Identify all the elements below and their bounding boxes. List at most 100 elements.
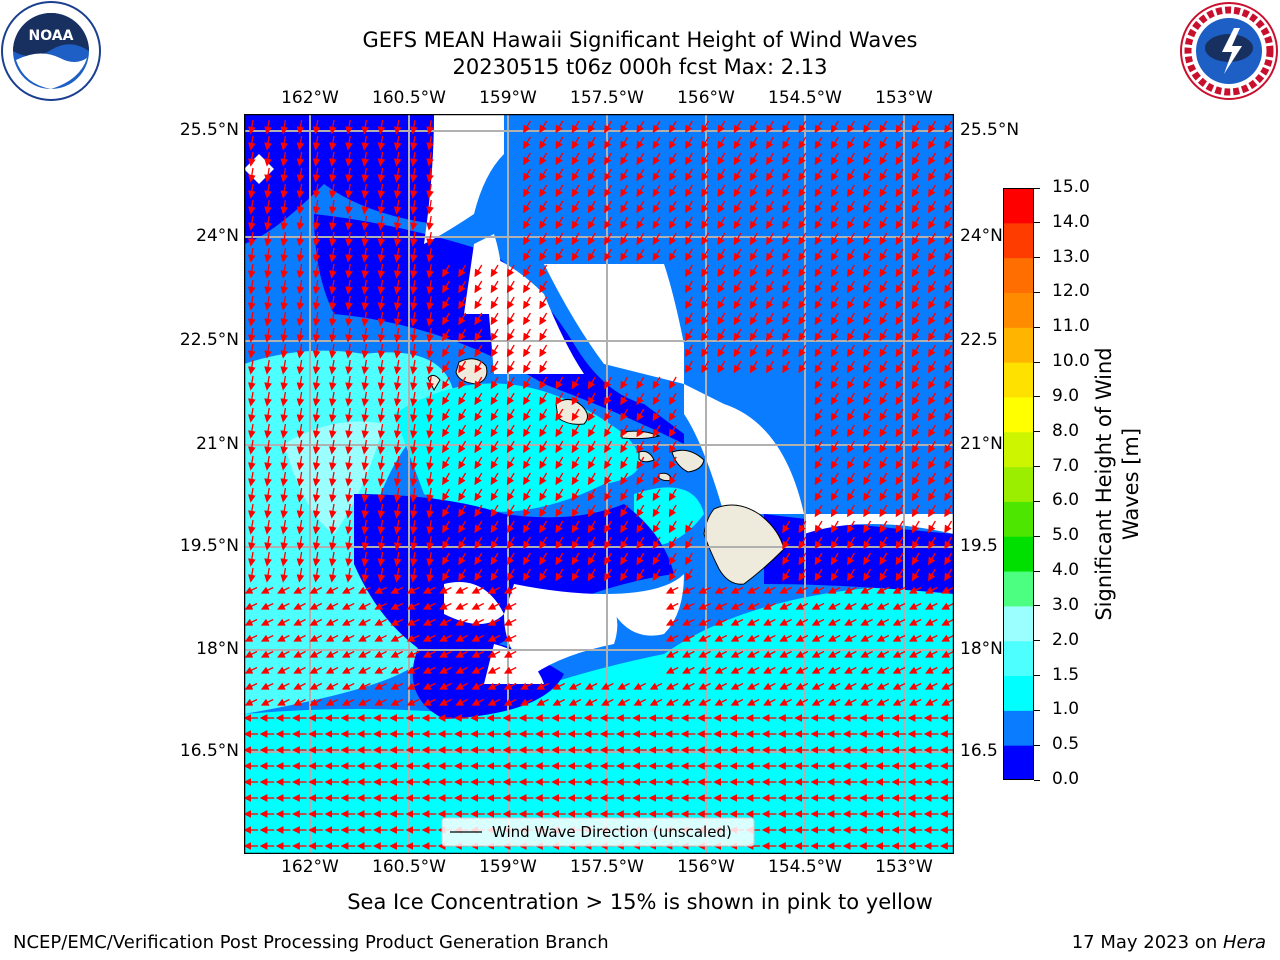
wave-direction-arrow	[911, 248, 920, 262]
wave-direction-arrow	[652, 184, 661, 198]
wave-direction-arrow	[814, 168, 823, 182]
wave-direction-arrow	[879, 344, 888, 358]
colorbar-segment	[1003, 292, 1034, 328]
wave-direction-arrow	[863, 376, 872, 390]
wave-direction-arrow	[782, 216, 791, 230]
wave-direction-arrow	[895, 392, 904, 406]
colorbar-tick-label: 14.0	[1052, 211, 1090, 232]
wave-direction-arrow	[830, 360, 839, 374]
wave-direction-arrow	[685, 248, 693, 262]
wave-direction-arrow	[847, 328, 855, 342]
wave-direction-arrow	[830, 392, 839, 406]
lat-tick-right: 16.5	[960, 741, 998, 761]
lon-tick-top: 160.5°W	[372, 88, 446, 108]
wave-direction-arrow	[928, 200, 936, 214]
wave-direction-arrow	[717, 248, 726, 262]
wave-direction-arrow	[329, 391, 337, 407]
wave-direction-arrow	[410, 247, 418, 263]
lon-tick-bottom: 153°W	[875, 857, 933, 877]
wave-direction-arrow	[814, 248, 823, 262]
wave-direction-arrow	[442, 392, 450, 406]
wave-direction-arrow	[830, 296, 839, 310]
wave-direction-arrow	[539, 200, 548, 214]
wave-direction-arrow	[426, 231, 434, 247]
colorbar-tick-label: 6.0	[1052, 490, 1080, 511]
wave-direction-arrow	[506, 376, 515, 390]
wave-direction-arrow	[717, 296, 726, 310]
colorbar-tick-label: 9.0	[1052, 385, 1080, 406]
wave-direction-arrow	[539, 296, 548, 310]
wave-direction-arrow	[312, 167, 321, 183]
wave-direction-arrow	[830, 280, 839, 294]
wave-direction-arrow	[361, 135, 370, 151]
wave-direction-arrow	[944, 344, 953, 358]
wave-direction-arrow	[280, 167, 289, 183]
wave-direction-arrow	[701, 200, 710, 214]
wave-direction-arrow	[474, 392, 483, 406]
colorbar-segment	[1003, 571, 1034, 607]
wave-direction-arrow	[312, 343, 321, 359]
wave-direction-arrow	[539, 280, 548, 294]
wave-direction-arrow	[928, 328, 936, 342]
wave-direction-arrow	[490, 296, 499, 310]
wave-direction-arrow	[539, 184, 548, 198]
wave-direction-arrow	[830, 120, 839, 134]
wave-direction-arrow	[830, 184, 839, 198]
wave-direction-arrow	[377, 183, 386, 199]
wave-direction-arrow	[458, 328, 467, 342]
wave-direction-arrow	[830, 216, 839, 230]
wave-direction-arrow	[393, 183, 402, 199]
wave-direction-arrow	[571, 232, 580, 246]
wave-direction-arrow	[928, 264, 936, 278]
colorbar-tick-label: 3.0	[1052, 594, 1080, 615]
wave-direction-arrow	[879, 120, 888, 134]
wave-direction-arrow	[345, 183, 353, 199]
wave-direction-arrow	[587, 408, 596, 422]
wave-direction-arrow	[410, 119, 418, 135]
wave-direction-arrow	[393, 263, 402, 279]
wave-direction-arrow	[377, 311, 386, 327]
wave-direction-arrow	[717, 216, 726, 230]
wave-direction-arrow	[361, 295, 370, 311]
wave-direction-arrow	[393, 327, 402, 343]
wave-direction-arrow	[685, 120, 693, 134]
wave-direction-arrow	[474, 408, 483, 422]
wave-direction-arrow	[782, 168, 791, 182]
nws-logo	[1178, 0, 1280, 102]
wave-direction-arrow	[458, 312, 467, 326]
wave-direction-arrow	[944, 136, 953, 150]
wave-direction-arrow	[749, 296, 758, 310]
wave-direction-arrow	[248, 119, 256, 135]
wave-direction-arrow	[911, 376, 920, 390]
lon-tick-bottom: 156°W	[677, 857, 735, 877]
wave-direction-arrow	[895, 152, 904, 166]
wave-direction-arrow	[490, 312, 499, 326]
wave-direction-arrow	[685, 264, 693, 278]
colorbar-title: Significant Height of Wind Waves [m]	[1091, 284, 1145, 684]
wave-direction-arrow	[555, 184, 564, 198]
wave-direction-arrow	[604, 392, 612, 406]
wave-direction-arrow	[911, 216, 920, 230]
wave-direction-arrow	[523, 168, 531, 182]
wave-direction-arrow	[685, 200, 693, 214]
wave-direction-arrow	[361, 327, 370, 343]
wave-direction-arrow	[766, 152, 774, 166]
wave-direction-arrow	[296, 407, 305, 423]
wave-direction-arrow	[361, 247, 370, 263]
wave-direction-arrow	[571, 168, 580, 182]
wave-direction-arrow	[620, 184, 629, 198]
wave-direction-arrow	[264, 231, 272, 247]
wave-direction-arrow	[410, 407, 418, 423]
wave-direction-arrow	[928, 376, 936, 390]
wave-direction-arrow	[620, 232, 629, 246]
wave-direction-arrow	[928, 392, 936, 406]
wave-direction-arrow	[280, 215, 289, 231]
wave-direction-arrow	[798, 136, 807, 150]
wave-direction-arrow	[329, 151, 337, 167]
wave-direction-arrow	[620, 168, 629, 182]
wave-direction-arrow	[426, 343, 434, 359]
wave-direction-arrow	[571, 248, 580, 262]
wave-direction-arrow	[717, 232, 726, 246]
wave-direction-arrow	[911, 344, 920, 358]
wave-direction-arrow	[539, 312, 548, 326]
